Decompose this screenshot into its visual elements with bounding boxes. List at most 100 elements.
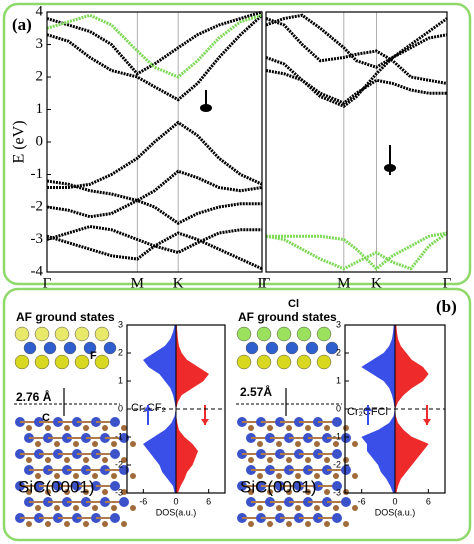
- band: [265, 13, 448, 69]
- atom: [103, 341, 117, 355]
- atom: [26, 425, 32, 431]
- band: [46, 13, 263, 79]
- atom: [285, 341, 299, 355]
- atom: [54, 505, 60, 511]
- atom: [257, 473, 263, 479]
- y-tick-label: 0: [118, 403, 123, 413]
- y-tick-label: 3: [336, 319, 341, 329]
- atom: [316, 354, 332, 370]
- atom: [324, 489, 330, 495]
- atom: [276, 441, 282, 447]
- atom: [267, 521, 273, 527]
- atom: [295, 505, 301, 511]
- y-axis-label: E (eV): [11, 120, 28, 163]
- atom: [324, 457, 330, 463]
- y-tick-label: 0: [336, 403, 341, 413]
- x-tick-label: Γ: [262, 275, 271, 291]
- atom: [92, 441, 98, 447]
- atom: [286, 457, 292, 463]
- atom: [130, 473, 136, 479]
- atom: [34, 326, 50, 342]
- atom: [83, 521, 89, 527]
- arrow-head: [423, 419, 431, 425]
- atom: [73, 473, 79, 479]
- plot-frame: [344, 324, 446, 494]
- atom: [248, 425, 254, 431]
- atom: [314, 505, 320, 511]
- atom: [110, 513, 120, 523]
- spin-dot: [200, 104, 212, 112]
- atom: [14, 326, 30, 342]
- y-tick-label: 1: [336, 375, 341, 385]
- atom: [248, 521, 254, 527]
- atom: [34, 354, 50, 370]
- atom: [325, 341, 339, 355]
- atom: [276, 354, 292, 370]
- y-tick-label: 0: [36, 133, 44, 149]
- y-tick-label: -3: [115, 487, 123, 497]
- annotation: F: [90, 350, 97, 362]
- panel-label: (a): [12, 15, 32, 34]
- atom: [54, 326, 70, 342]
- y-tick-label: -2: [115, 459, 123, 469]
- atom: [265, 341, 279, 355]
- atom: [119, 497, 129, 507]
- y-tick-label: 2: [36, 68, 44, 84]
- y-tick-label: 1: [118, 375, 123, 385]
- atom: [267, 489, 273, 495]
- atom: [257, 505, 263, 511]
- plot-frame: [265, 11, 448, 273]
- atom: [333, 505, 339, 511]
- atom: [26, 457, 32, 463]
- y-tick-label: 1: [36, 101, 44, 117]
- atom: [332, 417, 342, 427]
- x-tick-label: K: [173, 275, 184, 291]
- atom: [92, 505, 98, 511]
- atom: [276, 473, 282, 479]
- y-tick-label: -4: [31, 263, 44, 279]
- atom: [110, 417, 120, 427]
- atom: [74, 326, 90, 342]
- annotation: Cl: [288, 298, 299, 310]
- atom: [64, 425, 70, 431]
- atom: [83, 489, 89, 495]
- atom: [130, 441, 136, 447]
- band: [47, 120, 263, 189]
- band: [46, 224, 262, 255]
- atom: [35, 441, 41, 447]
- atom: [343, 489, 349, 495]
- atom: [267, 425, 273, 431]
- atom: [236, 354, 252, 370]
- x-tick-label: M: [337, 275, 350, 291]
- y-tick-label: -3: [333, 487, 341, 497]
- spin-dot: [384, 164, 396, 172]
- atom: [63, 341, 77, 355]
- annotation: 2.76 Å: [16, 389, 52, 404]
- atom: [314, 473, 320, 479]
- y-tick-label: 2: [336, 347, 341, 357]
- atom: [121, 425, 127, 431]
- band: [46, 169, 263, 203]
- atom: [316, 326, 332, 342]
- atom: [248, 489, 254, 495]
- structures: [14, 326, 358, 527]
- atom: [245, 341, 259, 355]
- panel-b-frame: [2, 287, 472, 542]
- atom: [110, 481, 120, 491]
- band: [46, 14, 264, 102]
- atom: [267, 457, 273, 463]
- atom: [92, 473, 98, 479]
- atom: [45, 489, 51, 495]
- band: [265, 17, 448, 85]
- atom: [35, 505, 41, 511]
- atom: [45, 521, 51, 527]
- annotation: 2.57Å: [240, 384, 272, 399]
- y-tick-label: -1: [31, 166, 44, 182]
- atom: [26, 489, 32, 495]
- atom: [248, 457, 254, 463]
- atom: [64, 521, 70, 527]
- atom: [121, 521, 127, 527]
- atom: [324, 425, 330, 431]
- atom: [257, 441, 263, 447]
- atom: [102, 521, 108, 527]
